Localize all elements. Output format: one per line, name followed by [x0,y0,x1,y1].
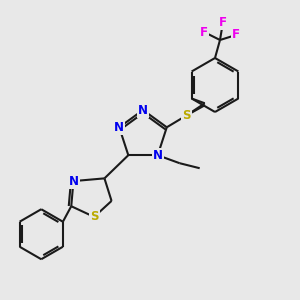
Text: F: F [200,26,208,38]
Text: N: N [114,121,124,134]
Text: S: S [182,109,191,122]
Text: N: N [153,149,163,162]
Text: N: N [138,103,148,116]
Text: N: N [68,175,79,188]
Text: F: F [232,28,240,41]
Text: F: F [219,16,227,28]
Text: S: S [90,210,98,224]
